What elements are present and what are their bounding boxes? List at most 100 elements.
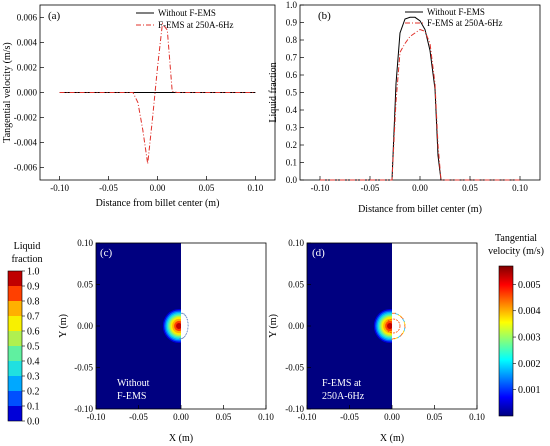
velocity-vector	[183, 335, 186, 338]
x-tick-label: -0.05	[340, 412, 359, 422]
colorbar-ticks: 0.001 0.002 0.003 0.004 0.005	[513, 280, 541, 396]
x-ticks: -0.10 -0.05 0.00 0.05 0.10	[87, 405, 274, 422]
y-ticks: -0.10 -0.05 0.00 0.05 0.10	[74, 238, 100, 414]
legend-label-without: Without F-EMS	[158, 8, 216, 18]
pool-contour-9	[176, 322, 181, 330]
y-tick-label: 0.1	[286, 158, 297, 168]
x-axis-label: X (m)	[380, 433, 404, 444]
colorbar-ticks: 0.0 0.1 0.2 0.3 0.4 0.5 0.6 0.7 0.8 0.9 1.0	[22, 267, 40, 428]
x-axis-label: Distance from billet center (m)	[358, 204, 482, 215]
velocity-vector	[186, 318, 189, 321]
velocity-vector	[185, 316, 188, 319]
y-tick-label: 0.05	[288, 280, 304, 290]
colorbar-tick-label: 0.001	[518, 385, 541, 396]
y-tick-label: 0.9	[286, 18, 298, 28]
colorbar-gradient	[498, 265, 514, 417]
pool-rings	[373, 309, 392, 343]
x-tick-label: 0.00	[412, 183, 428, 193]
velocity-vectors	[385, 312, 406, 340]
y-tick-label: 0.004	[17, 38, 38, 48]
colorbar-tick-label: 1.0	[27, 267, 40, 278]
colorbar-tick-label: 0.1	[27, 402, 40, 413]
y-tick-label: 0.10	[77, 238, 93, 248]
x-tick-label: -0.10	[87, 412, 106, 422]
y-ticks: 0.0 0.1 0.2 0.3 0.4 0.5 0.6 0.7 0.8 0.9 1.0	[286, 0, 304, 185]
x-tick-label: 0.05	[462, 183, 478, 193]
x-tick-label: 0.00	[173, 412, 189, 422]
legend-label-without: Without F-EMS	[427, 7, 485, 17]
colorbar-tick-label: 0.3	[27, 372, 40, 383]
x-tick-label: -0.05	[129, 412, 148, 422]
velocity-vector	[185, 333, 188, 336]
colorbar-tick-label: 0.5	[27, 342, 40, 353]
colorbar-swatches	[7, 270, 23, 422]
colorbar-tick-label: 0.005	[518, 280, 541, 291]
colorbar-tick-label: 0.003	[518, 333, 541, 344]
y-ticks: -0.006 -0.004 -0.002 0.000 0.002 0.004 0.006	[14, 13, 44, 173]
velocity-vector	[391, 337, 396, 340]
annotation-line2: F-EMS	[117, 391, 146, 402]
colorbar-swatch-6	[8, 316, 22, 331]
y-tick-label: 0.00	[288, 321, 304, 331]
plot-frame	[299, 4, 541, 181]
pool-rings	[162, 309, 181, 343]
velocity-vector	[182, 336, 185, 339]
velocity-vectors	[179, 312, 189, 340]
velocity-vector	[403, 321, 406, 326]
series-line-fems-250a-6hz	[320, 28, 520, 181]
colorbar-swatch-7	[8, 301, 22, 316]
colorbar-swatch-2	[8, 376, 22, 391]
x-tick-label: 0.00	[384, 412, 400, 422]
pool-contour-9	[387, 322, 392, 330]
contour-panel-c: -0.10 -0.05 0.00 0.05 0.10 -0.10 -0.05 0.00 0.0…	[58, 238, 274, 444]
y-tick-label: 0.7	[286, 53, 298, 63]
x-axis-label: Distance from billet center (m)	[96, 198, 220, 209]
colorbar-tick-label: 0.9	[27, 282, 40, 293]
velocity-vector	[394, 313, 400, 315]
x-tick-label: -0.10	[298, 412, 317, 422]
colorbar-tick-label: 0.0	[27, 417, 40, 428]
x-tick-label: -0.05	[361, 183, 380, 193]
velocity-vector	[402, 318, 406, 323]
panel-label: (d)	[312, 247, 325, 259]
colorbar-tick-label: 0.4	[27, 357, 40, 368]
y-tick-label: 0.10	[288, 238, 304, 248]
velocity-vector	[187, 321, 189, 324]
y-tick-label: 0.6	[286, 70, 298, 80]
colorbar-tick-label: 0.6	[27, 327, 40, 338]
velocity-vector	[397, 314, 402, 317]
velocity-vector	[399, 333, 403, 337]
colorbar-tick-label: 0.7	[27, 312, 40, 323]
y-tick-label: 0.006	[17, 13, 38, 23]
y-tick-label: 0.000	[17, 88, 38, 98]
colorbar-title-line2: fraction	[11, 254, 42, 265]
velocity-vector	[186, 330, 188, 333]
velocity-vector	[397, 335, 401, 339]
x-ticks: -0.10 -0.05 0.00 0.05 0.10	[50, 176, 264, 193]
velocity-vector	[402, 330, 405, 335]
y-tick-label: -0.004	[14, 138, 38, 148]
colorbar-swatch-4	[8, 346, 22, 361]
x-tick-label: 0.10	[469, 412, 485, 422]
y-tick-label: 0.4	[286, 105, 298, 115]
colorbar-tick-label: 0.002	[518, 359, 541, 370]
x-tick-label: 0.05	[427, 412, 443, 422]
y-tick-label: -0.05	[74, 363, 93, 373]
y-tick-label: 0.05	[77, 280, 93, 290]
y-tick-label: 0.0	[286, 175, 298, 185]
series-line-fems-250a-6hz	[59, 22, 256, 164]
series-lines	[320, 16, 520, 181]
panel-label: (b)	[318, 10, 331, 22]
colorbar-tick-label: 0.2	[27, 387, 40, 398]
y-tick-label: -0.05	[285, 363, 304, 373]
chart-panel-a: -0.10 -0.05 0.00 0.05 0.10 -0.006-0.004-0.00…	[2, 4, 276, 209]
x-tick-label: 0.10	[512, 183, 528, 193]
y-tick-label: 0.8	[286, 35, 298, 45]
y-tick-label: 0.00	[77, 321, 93, 331]
y-tick-label: 0.3	[286, 123, 298, 133]
legend: Without F-EMS F-EMS at 250A-6Hz	[136, 8, 234, 30]
legend-label-fems: F-EMS at 250A-6Hz	[158, 20, 234, 30]
y-tick-label: -0.002	[14, 113, 37, 123]
colorbar-tangential-velocity: Tangential velocity (m/s) 0.0010.0020.00…	[488, 233, 544, 417]
